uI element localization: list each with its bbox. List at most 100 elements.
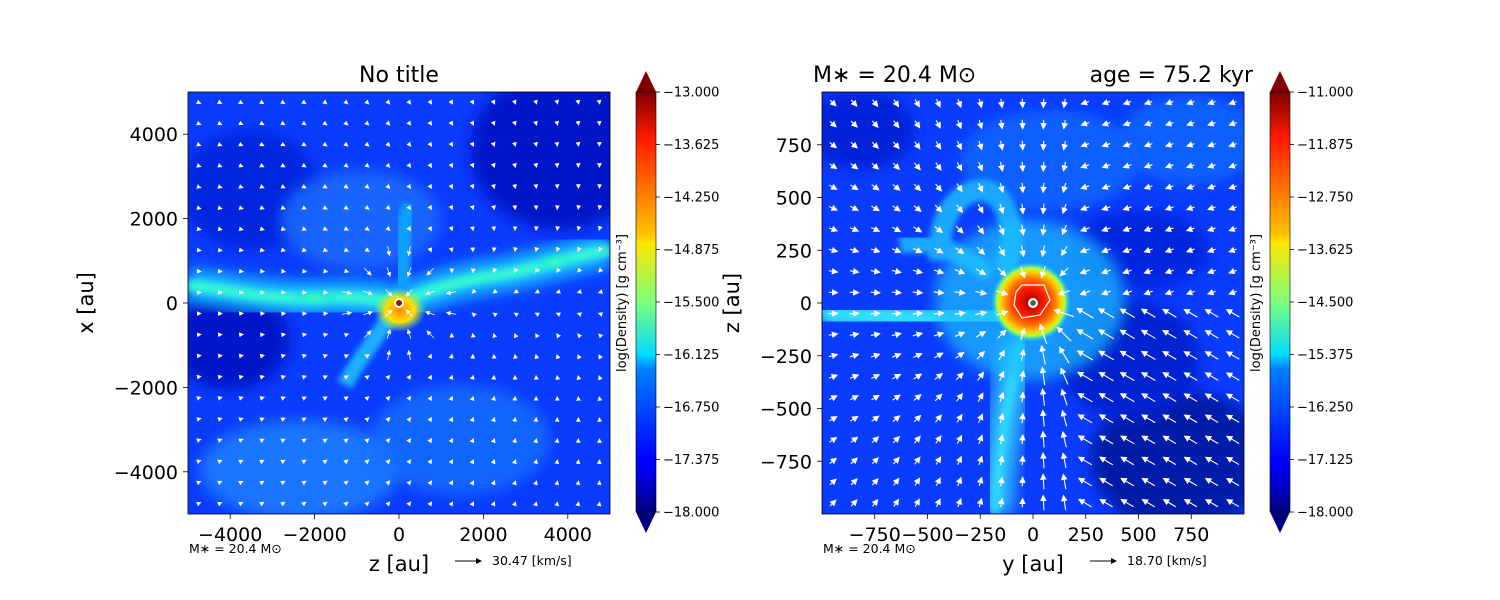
velocity-arrow [1057, 289, 1071, 296]
velocity-arrow [1040, 245, 1047, 258]
velocity-arrow [427, 374, 432, 380]
velocity-arrow [1039, 387, 1047, 406]
velocity-arrow [259, 205, 265, 210]
velocity-arrow [301, 501, 307, 507]
velocity-arrow [1183, 435, 1198, 445]
velocity-arrow [1099, 498, 1113, 508]
y-tick-label: 250 [776, 240, 812, 262]
velocity-arrow [1019, 224, 1026, 236]
velocity-arrow [1077, 477, 1092, 487]
velocity-arrow [427, 501, 433, 507]
velocity-arrow [490, 120, 496, 126]
velocity-arrow [1040, 451, 1047, 469]
y-tick-label: −2000 [114, 377, 178, 399]
right-plot-title-mass: M∗ = 20.4 M⊙ [813, 63, 976, 88]
velocity-arrow [935, 183, 942, 192]
velocity-arrow [322, 480, 328, 486]
velocity-arrow [997, 98, 1005, 109]
velocity-arrow [1225, 414, 1240, 423]
velocity-arrow [259, 501, 265, 507]
velocity-arrow [1019, 370, 1026, 382]
velocity-arrow [1143, 120, 1153, 127]
velocity-arrow [385, 162, 391, 168]
velocity-arrow [1122, 99, 1132, 106]
velocity-arrow [1204, 393, 1219, 402]
left-velocity-key: 30.47 [km/s] [492, 553, 572, 568]
velocity-arrow [196, 120, 202, 126]
velocity-arrow [469, 99, 475, 105]
velocity-arrow [892, 226, 902, 233]
velocity-arrow [343, 375, 349, 380]
velocity-arrow [1183, 414, 1198, 423]
left-x-axis-label: z [au] [369, 552, 429, 576]
velocity-arrow [1097, 308, 1115, 319]
velocity-arrow [280, 226, 286, 231]
velocity-arrow [892, 477, 900, 486]
velocity-arrow [912, 247, 923, 254]
velocity-arrow [238, 99, 244, 105]
velocity-arrow [448, 183, 453, 190]
velocity-arrow [424, 310, 435, 316]
velocity-arrow [1206, 267, 1216, 275]
velocity-arrow [891, 331, 902, 338]
velocity-arrow [829, 162, 838, 170]
right-colorbar [1269, 71, 1291, 533]
velocity-arrow [238, 184, 244, 189]
velocity-arrow [343, 396, 349, 401]
velocity-arrow [238, 226, 244, 232]
velocity-arrow [1183, 308, 1198, 318]
y-tick-label: −500 [760, 399, 812, 421]
velocity-arrow [1101, 162, 1111, 169]
velocity-arrow [1204, 308, 1219, 318]
velocity-arrow [1100, 289, 1112, 296]
velocity-arrow [448, 501, 454, 507]
velocity-arrow [912, 268, 924, 275]
velocity-arrow [1101, 225, 1111, 233]
velocity-arrow [871, 415, 880, 423]
velocity-arrow [280, 184, 286, 189]
velocity-arrow [1164, 225, 1174, 232]
velocity-arrow [196, 226, 202, 232]
velocity-arrow [1120, 498, 1134, 508]
velocity-arrow [1226, 477, 1240, 487]
velocity-arrow [1207, 225, 1216, 232]
velocity-arrow [850, 183, 859, 191]
velocity-arrow [322, 183, 328, 189]
velocity-arrow [977, 204, 984, 214]
velocity-arrow [238, 163, 244, 168]
velocity-arrow [280, 501, 286, 507]
velocity-arrow [448, 162, 453, 169]
velocity-arrow [1186, 120, 1195, 127]
velocity-arrow [406, 349, 412, 361]
velocity-arrow [871, 183, 880, 191]
velocity-arrow [934, 372, 944, 380]
velocity-arrow [1060, 409, 1068, 427]
velocity-arrow [955, 497, 963, 508]
velocity-arrow [829, 141, 838, 149]
velocity-arrow [406, 267, 412, 278]
velocity-arrow [912, 352, 923, 359]
velocity-arrow [1164, 246, 1174, 254]
velocity-arrow [406, 226, 412, 232]
velocity-arrow [301, 141, 307, 147]
velocity-arrow [1080, 162, 1090, 169]
colorbar-tick-label: −11.000 [1297, 86, 1353, 101]
velocity-arrow [1206, 246, 1216, 254]
velocity-arrow [448, 395, 454, 402]
velocity-arrow [913, 205, 922, 212]
velocity-arrow [1040, 265, 1047, 279]
velocity-arrow [1122, 141, 1132, 148]
velocity-arrow [975, 310, 988, 317]
velocity-arrow [850, 395, 859, 402]
velocity-arrow [385, 501, 391, 507]
velocity-arrow [1141, 414, 1156, 424]
velocity-arrow [490, 501, 496, 507]
velocity-arrow [469, 120, 474, 126]
velocity-arrow [406, 120, 412, 126]
velocity-arrow [1120, 435, 1135, 445]
velocity-arrow [1076, 329, 1094, 340]
velocity-arrow [892, 498, 900, 507]
velocity-arrow [1098, 456, 1114, 466]
velocity-arrow [850, 141, 859, 149]
